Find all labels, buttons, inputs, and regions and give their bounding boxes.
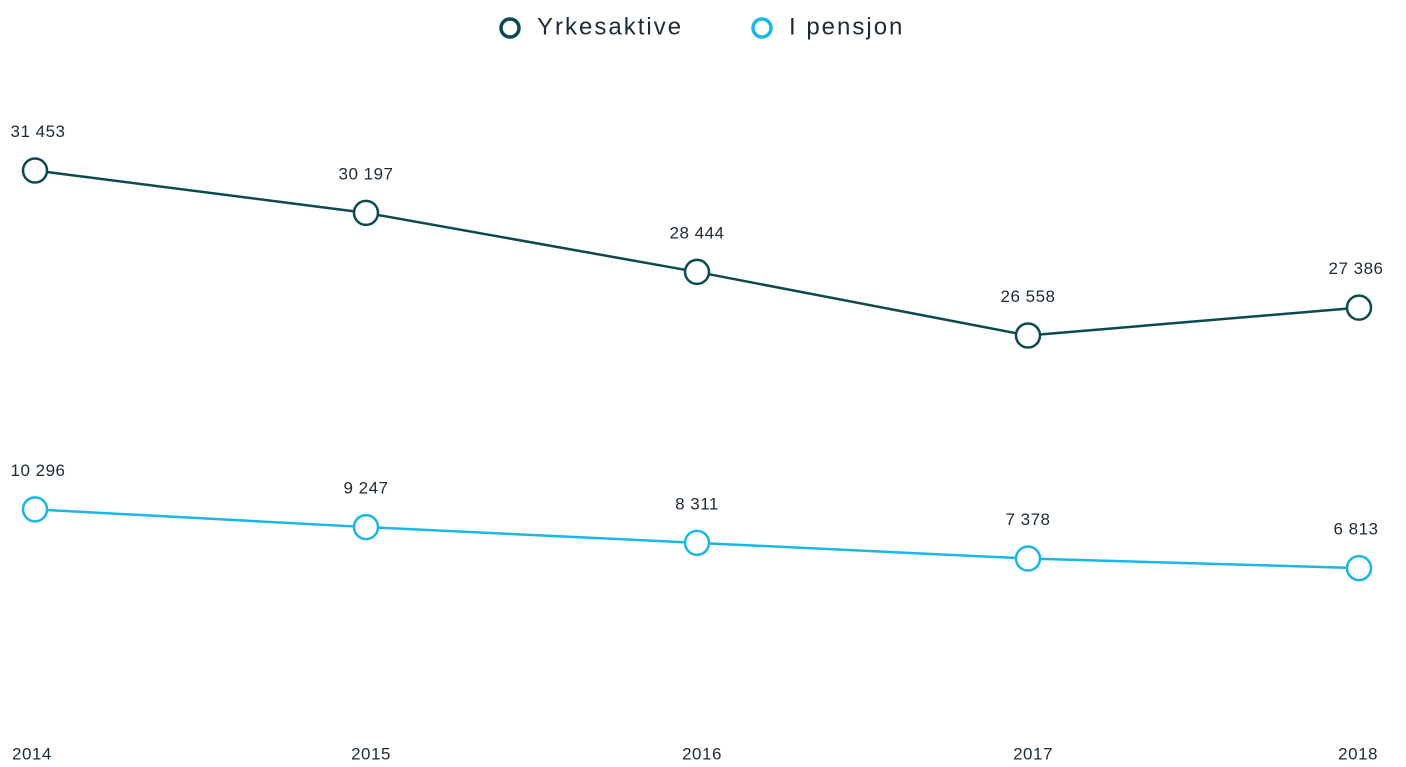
data-point (683, 258, 711, 286)
data-point (21, 157, 49, 184)
x-tick-label: 2016 (682, 744, 722, 763)
data-point (1345, 554, 1373, 582)
legend-marker (751, 17, 773, 39)
data-label: 31 453 (11, 122, 66, 141)
data-point (352, 199, 380, 227)
data-point (21, 496, 49, 523)
data-point (683, 529, 711, 557)
data-point (1014, 322, 1042, 349)
x-tick-label: 2018 (1338, 744, 1378, 763)
data-label: 10 296 (11, 461, 66, 480)
x-tick-label: 2014 (12, 744, 52, 763)
data-label: 6 813 (1333, 520, 1378, 539)
data-label: 28 444 (670, 223, 725, 242)
x-tick-label: 2015 (351, 744, 391, 763)
legend-label: I pensjon (789, 13, 904, 40)
data-point (1345, 294, 1373, 321)
data-label: 7 378 (1005, 510, 1050, 529)
data-label: 26 558 (1001, 287, 1056, 306)
data-label: 27 386 (1329, 259, 1384, 278)
series-line (34, 169, 1360, 337)
data-point (1014, 545, 1042, 572)
data-label: 9 247 (343, 479, 388, 498)
data-label: 8 311 (675, 494, 719, 513)
data-label: 30 197 (339, 164, 394, 183)
data-point (352, 513, 380, 541)
legend-label: Yrkesaktive (537, 13, 683, 40)
legend-marker (499, 17, 521, 39)
x-tick-label: 2017 (1013, 744, 1053, 763)
